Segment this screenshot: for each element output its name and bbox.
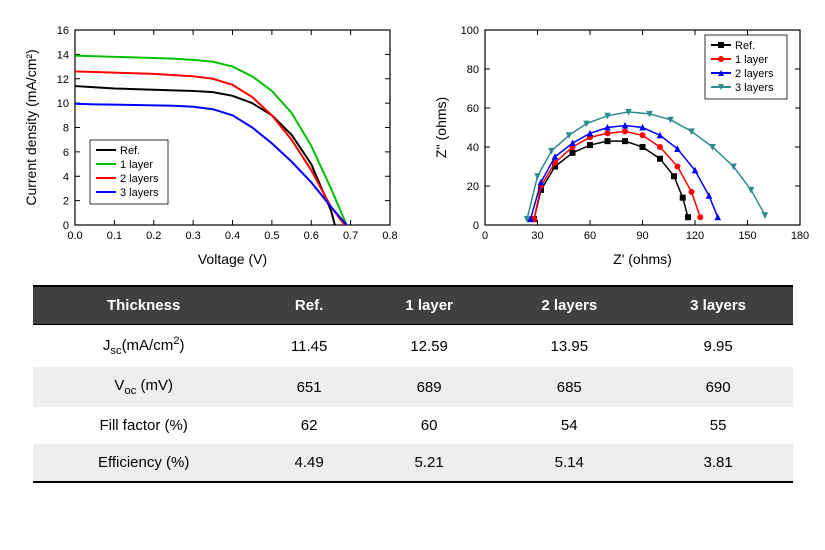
cell: 12.59 <box>363 325 495 368</box>
svg-text:0: 0 <box>482 230 488 242</box>
cell: 60 <box>363 407 495 444</box>
svg-text:8: 8 <box>63 123 69 135</box>
svg-text:Ref.: Ref. <box>120 145 140 157</box>
table-row: Fill factor (%)62605455 <box>33 407 793 444</box>
cell: 4.49 <box>255 444 364 482</box>
svg-text:0: 0 <box>63 220 69 232</box>
svg-text:0.8: 0.8 <box>382 230 397 242</box>
col-header: 3 layers <box>644 286 793 325</box>
svg-text:Z'' (ohms): Z'' (ohms) <box>433 97 449 158</box>
svg-text:1 layer: 1 layer <box>735 54 768 66</box>
svg-text:Z' (ohms): Z' (ohms) <box>613 251 672 267</box>
cell: 690 <box>644 367 793 407</box>
svg-text:0: 0 <box>473 220 479 232</box>
row-label: Fill factor (%) <box>33 407 255 444</box>
svg-text:100: 100 <box>461 25 479 37</box>
svg-text:0.0: 0.0 <box>67 230 82 242</box>
table-row: Efficiency (%)4.495.215.143.81 <box>33 444 793 482</box>
cell: 13.95 <box>495 325 644 368</box>
svg-text:180: 180 <box>791 230 809 242</box>
svg-text:2: 2 <box>63 196 69 208</box>
iv-curve-chart: 0.0 0.1 0.2 0.3 0.4 0.5 0.6 0.7 0.8 0 2 4 6 8 10 12 14 16… <box>20 20 400 270</box>
svg-text:10: 10 <box>57 98 69 110</box>
svg-text:0.5: 0.5 <box>264 230 279 242</box>
svg-text:0.4: 0.4 <box>225 230 240 242</box>
svg-text:Ref.: Ref. <box>735 40 755 52</box>
table-row: Voc (mV)651689685690 <box>33 367 793 407</box>
svg-text:3 layers: 3 layers <box>120 187 159 199</box>
cell: 689 <box>363 367 495 407</box>
svg-text:90: 90 <box>636 230 648 242</box>
cell: 685 <box>495 367 644 407</box>
svg-text:60: 60 <box>467 103 479 115</box>
row-label: Efficiency (%) <box>33 444 255 482</box>
svg-text:80: 80 <box>467 64 479 76</box>
svg-text:3 layers: 3 layers <box>735 82 774 94</box>
table-row: Jsc(mA/cm2)11.4512.5913.959.95 <box>33 325 793 368</box>
cell: 9.95 <box>644 325 793 368</box>
svg-text:1 layer: 1 layer <box>120 159 153 171</box>
svg-text:40: 40 <box>467 142 479 154</box>
svg-text:0.7: 0.7 <box>343 230 358 242</box>
svg-text:0.2: 0.2 <box>146 230 161 242</box>
row-label: Voc (mV) <box>33 367 255 407</box>
svg-text:0.1: 0.1 <box>107 230 122 242</box>
svg-text:0.6: 0.6 <box>304 230 319 242</box>
svg-text:2 layers: 2 layers <box>120 173 159 185</box>
svg-text:120: 120 <box>686 230 704 242</box>
col-header: Thickness <box>33 286 255 325</box>
cell: 54 <box>495 407 644 444</box>
col-header: 2 layers <box>495 286 644 325</box>
charts-row: 0.0 0.1 0.2 0.3 0.4 0.5 0.6 0.7 0.8 0 2 4 6 8 10 12 14 16… <box>20 20 805 270</box>
nyquist-chart: 0 30 60 90 120 150 180 0 20 40 60 80 100 Z' (ohms) Z''… <box>430 20 810 270</box>
svg-text:16: 16 <box>57 25 69 37</box>
svg-text:4: 4 <box>63 171 69 183</box>
svg-text:60: 60 <box>584 230 596 242</box>
col-header: Ref. <box>255 286 364 325</box>
svg-text:12: 12 <box>57 74 69 86</box>
cell: 5.21 <box>363 444 495 482</box>
col-header: 1 layer <box>363 286 495 325</box>
svg-text:6: 6 <box>63 147 69 159</box>
cell: 3.81 <box>644 444 793 482</box>
svg-text:30: 30 <box>531 230 543 242</box>
cell: 5.14 <box>495 444 644 482</box>
cell: 651 <box>255 367 364 407</box>
svg-text:150: 150 <box>738 230 756 242</box>
svg-text:Voltage (V): Voltage (V) <box>198 251 267 267</box>
row-label: Jsc(mA/cm2) <box>33 325 255 368</box>
cell: 55 <box>644 407 793 444</box>
cell: 11.45 <box>255 325 364 368</box>
svg-text:14: 14 <box>57 49 69 61</box>
results-table: ThicknessRef.1 layer2 layers3 layers Jsc… <box>33 285 793 483</box>
svg-text:0.3: 0.3 <box>185 230 200 242</box>
cell: 62 <box>255 407 364 444</box>
svg-text:20: 20 <box>467 181 479 193</box>
svg-text:2 layers: 2 layers <box>735 68 774 80</box>
svg-text:Current density (mA/cm²): Current density (mA/cm²) <box>23 49 39 205</box>
